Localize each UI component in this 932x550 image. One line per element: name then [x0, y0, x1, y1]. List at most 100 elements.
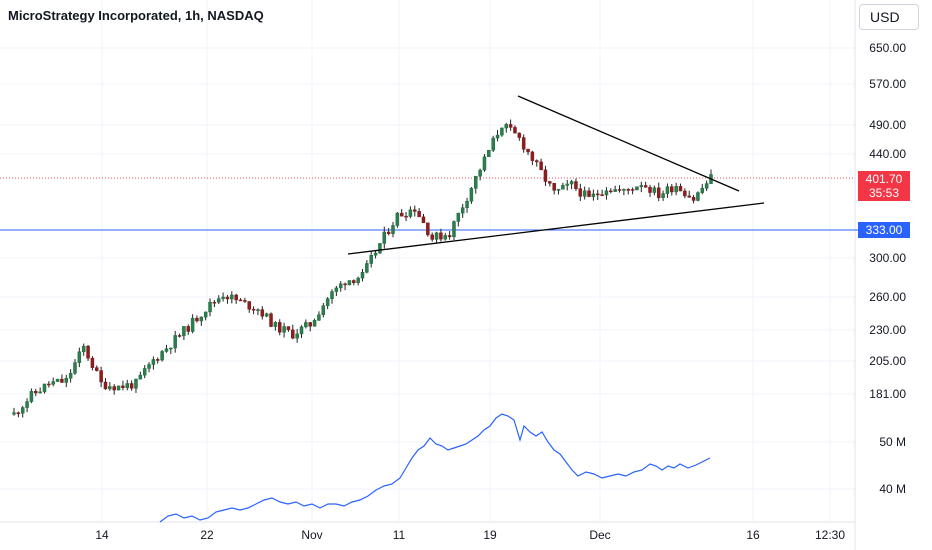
y-tick-label: 440.00: [869, 147, 906, 161]
candle-body: [156, 359, 160, 361]
y-tick-label: 650.00: [869, 41, 906, 55]
candle-body: [247, 301, 251, 310]
candle-body: [352, 280, 356, 283]
candle-body: [500, 127, 504, 136]
candle-body: [312, 320, 317, 327]
candle-body: [391, 225, 395, 234]
candles: [12, 119, 713, 418]
candle-body: [142, 368, 147, 376]
candle-body: [587, 190, 591, 197]
candle-body: [77, 351, 82, 363]
candle-body: [378, 243, 382, 254]
candle-body: [408, 209, 413, 217]
candle-body: [652, 187, 657, 193]
ascending-trendline: [347, 202, 765, 255]
candle-body: [674, 186, 678, 193]
candle-body: [238, 299, 243, 302]
candle-body: [138, 374, 143, 380]
candle-body: [582, 190, 587, 197]
candle-body: [661, 193, 665, 198]
candle-body: [160, 351, 164, 361]
candle-body: [51, 381, 55, 385]
candle-body: [216, 298, 221, 303]
candle-body: [421, 216, 426, 224]
currency-button[interactable]: USD: [859, 4, 919, 30]
candle-body: [325, 298, 330, 306]
candle-body: [513, 127, 517, 134]
chart-title: MicroStrategy Incorporated, 1h, NASDAQ: [8, 8, 264, 23]
candle-body: [225, 296, 230, 300]
candle-body: [199, 316, 204, 322]
y-tick-label: 181.00: [869, 387, 906, 401]
candle-body: [112, 386, 116, 391]
candle-body: [343, 283, 347, 286]
candle-body: [426, 222, 430, 236]
x-tick-label: 22: [200, 528, 214, 542]
y-tick-label: 205.00: [869, 354, 906, 368]
candle-body: [556, 188, 561, 191]
candle-body: [68, 373, 73, 379]
candle-body: [443, 235, 448, 240]
candle-body: [186, 326, 190, 332]
x-tick-label: Dec: [589, 528, 611, 542]
candle-body: [177, 335, 182, 337]
y-tick-label: 260.00: [869, 290, 906, 304]
candle-body: [182, 326, 186, 337]
candle-body: [12, 412, 16, 415]
candle-body: [508, 124, 513, 128]
x-tick-label: 11: [392, 528, 406, 542]
candle-body: [334, 287, 339, 292]
candle-body: [439, 232, 443, 240]
level-price-tag: 333.00: [858, 222, 910, 238]
candle-body: [535, 160, 539, 163]
x-tick-label: 19: [483, 528, 497, 542]
candle-body: [609, 190, 613, 193]
candle-body: [208, 301, 212, 313]
candle-body: [530, 151, 535, 161]
candle-body: [29, 390, 34, 402]
current-price-value: 401.70: [865, 172, 903, 186]
candle-body: [121, 385, 125, 388]
candle-body: [321, 305, 326, 316]
candle-body: [103, 381, 108, 390]
candle-body: [273, 322, 278, 327]
candle-body: [38, 391, 42, 394]
candle-body: [260, 309, 265, 317]
candle-body: [386, 231, 391, 234]
descending-trendline: [517, 95, 740, 192]
candle-body: [670, 186, 674, 193]
candle-body: [203, 311, 208, 318]
candle-body: [282, 326, 286, 333]
candle-body: [591, 193, 596, 197]
candle-body: [482, 156, 487, 171]
volume-tick-label: 50 M: [879, 435, 906, 449]
candle-body: [269, 313, 273, 327]
candle-body: [487, 150, 491, 157]
candle-body: [86, 345, 90, 359]
y-tick-label: 490.00: [869, 118, 906, 132]
candle-body: [404, 215, 408, 218]
candle-body: [295, 333, 299, 339]
candle-body: [678, 186, 683, 192]
volume-tick-label: 40 M: [879, 482, 906, 496]
candle-body: [687, 195, 691, 198]
candle-body: [243, 300, 247, 302]
candle-body: [317, 314, 321, 321]
candle-body: [99, 370, 103, 383]
candle-body: [700, 188, 705, 193]
candle-body: [613, 189, 617, 192]
candle-body: [277, 322, 282, 333]
candle-body: [34, 390, 38, 394]
candle-body: [47, 383, 51, 386]
candle-body: [95, 367, 99, 371]
candle-body: [543, 169, 548, 182]
candle-body: [360, 271, 365, 279]
candle-body: [656, 187, 661, 198]
candle-body: [574, 181, 578, 189]
candle-body: [569, 181, 574, 185]
candle-body: [230, 294, 234, 300]
y-tick-label: 300.00: [869, 251, 906, 265]
candle-body: [147, 364, 151, 369]
candle-body: [125, 383, 130, 388]
